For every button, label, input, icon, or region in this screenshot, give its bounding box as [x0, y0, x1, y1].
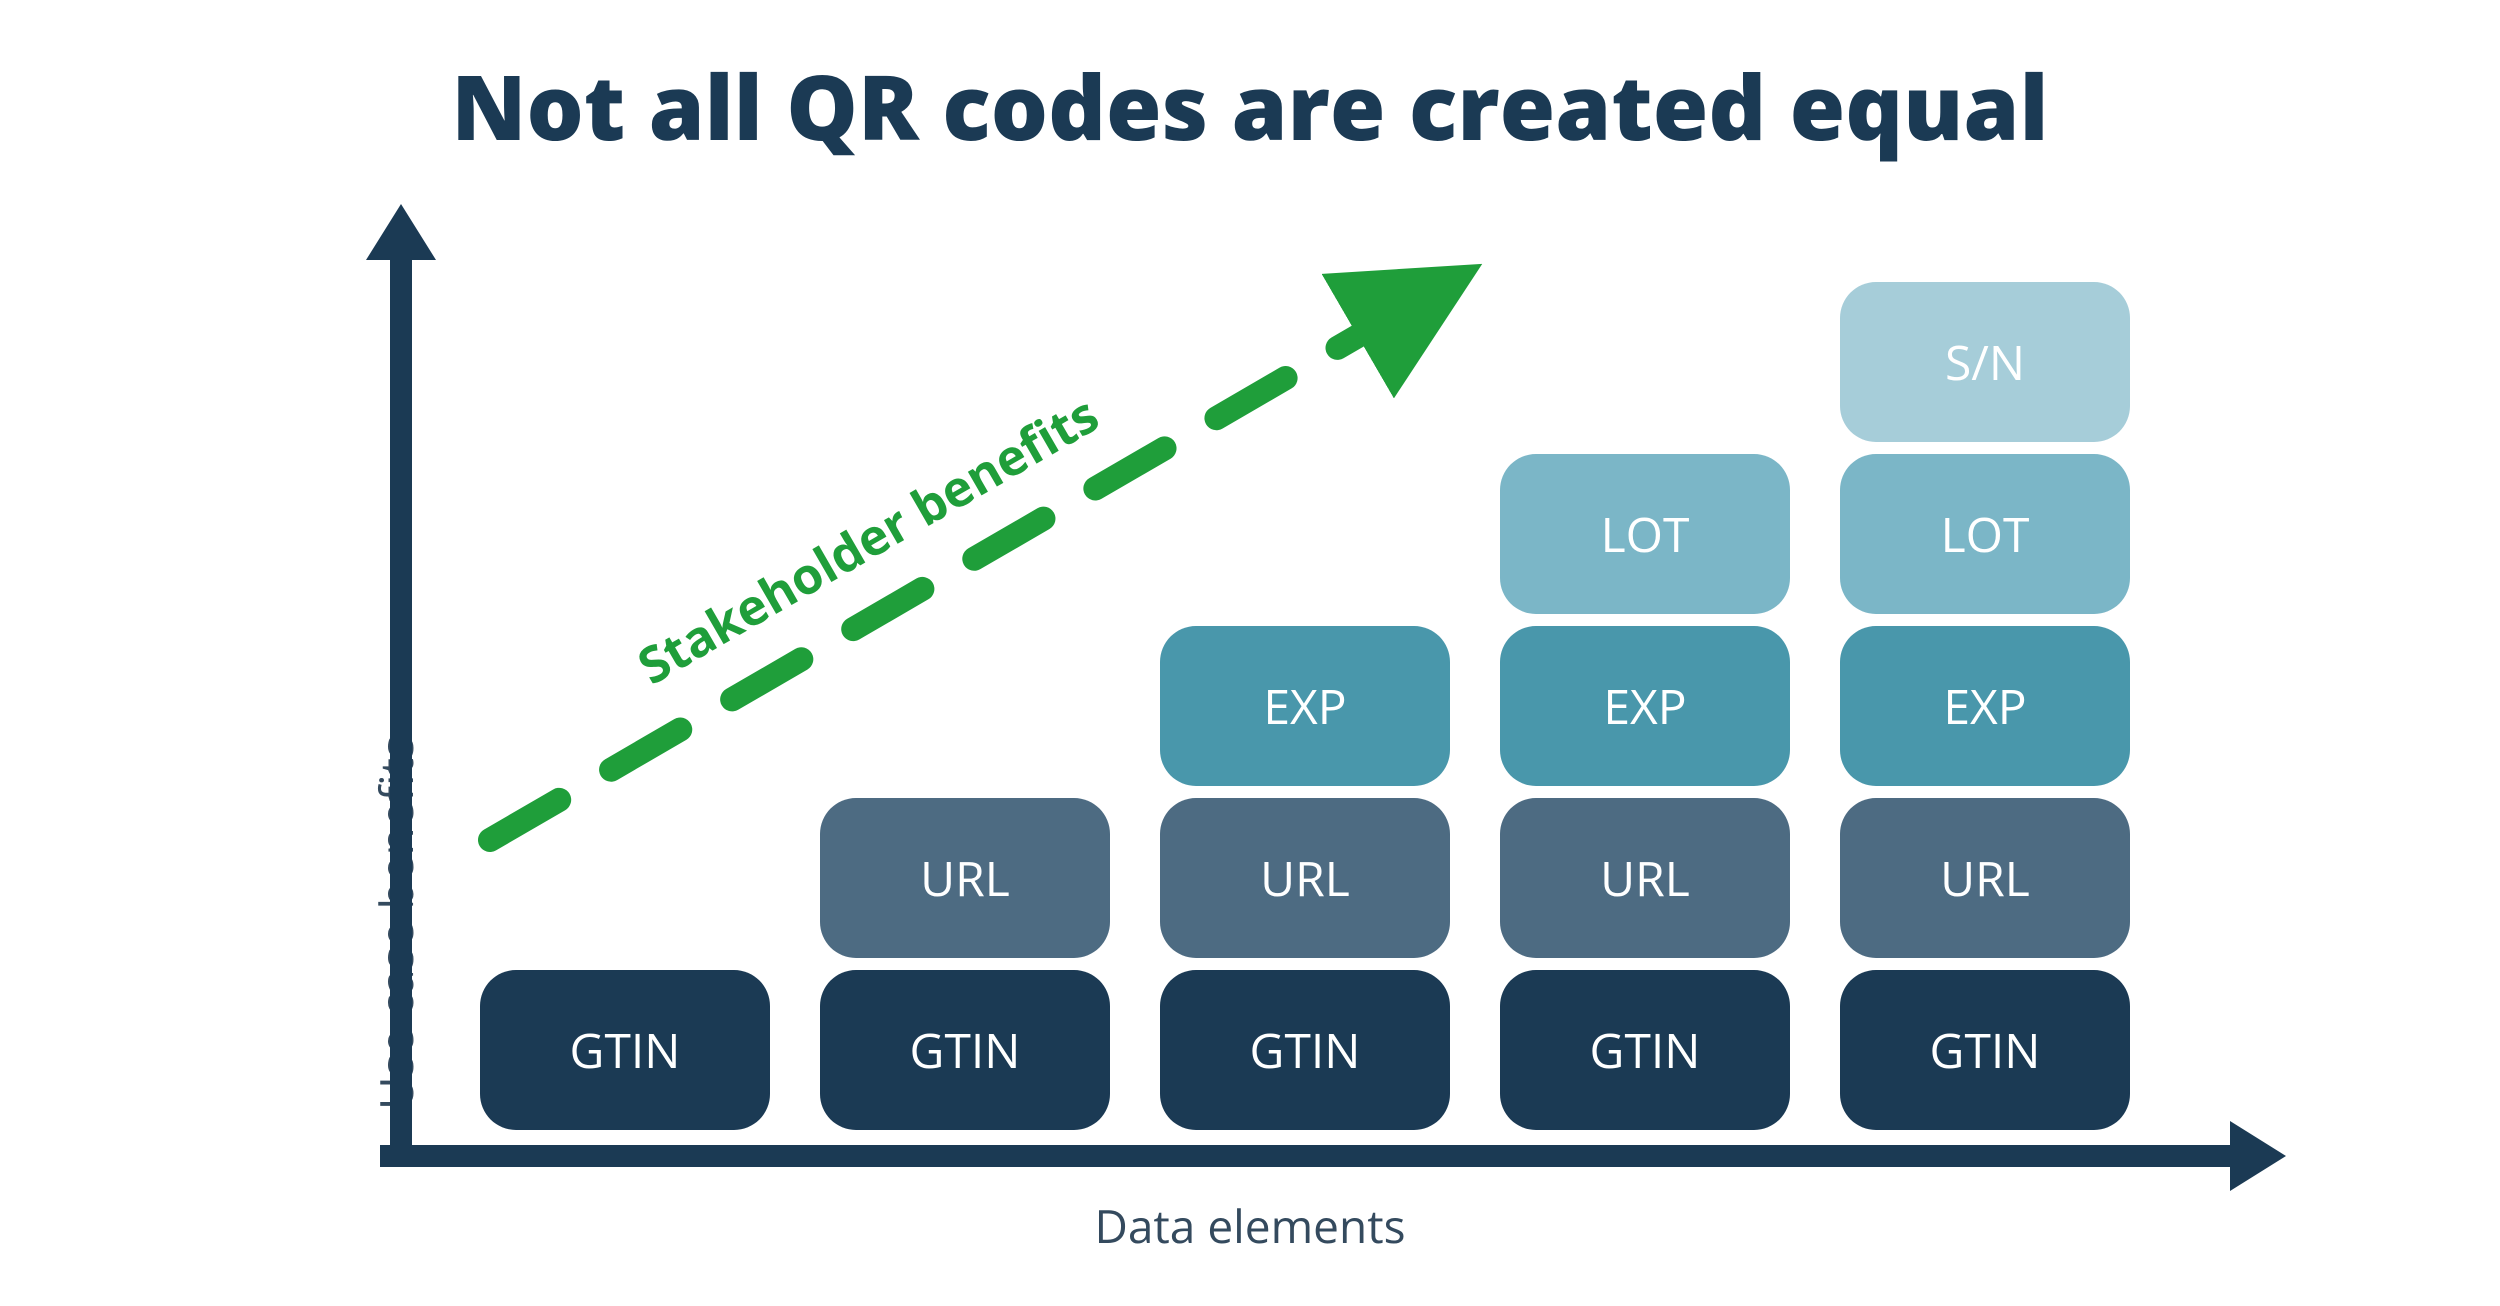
stakeholder-benefits-arrow-icon [0, 0, 2500, 1306]
